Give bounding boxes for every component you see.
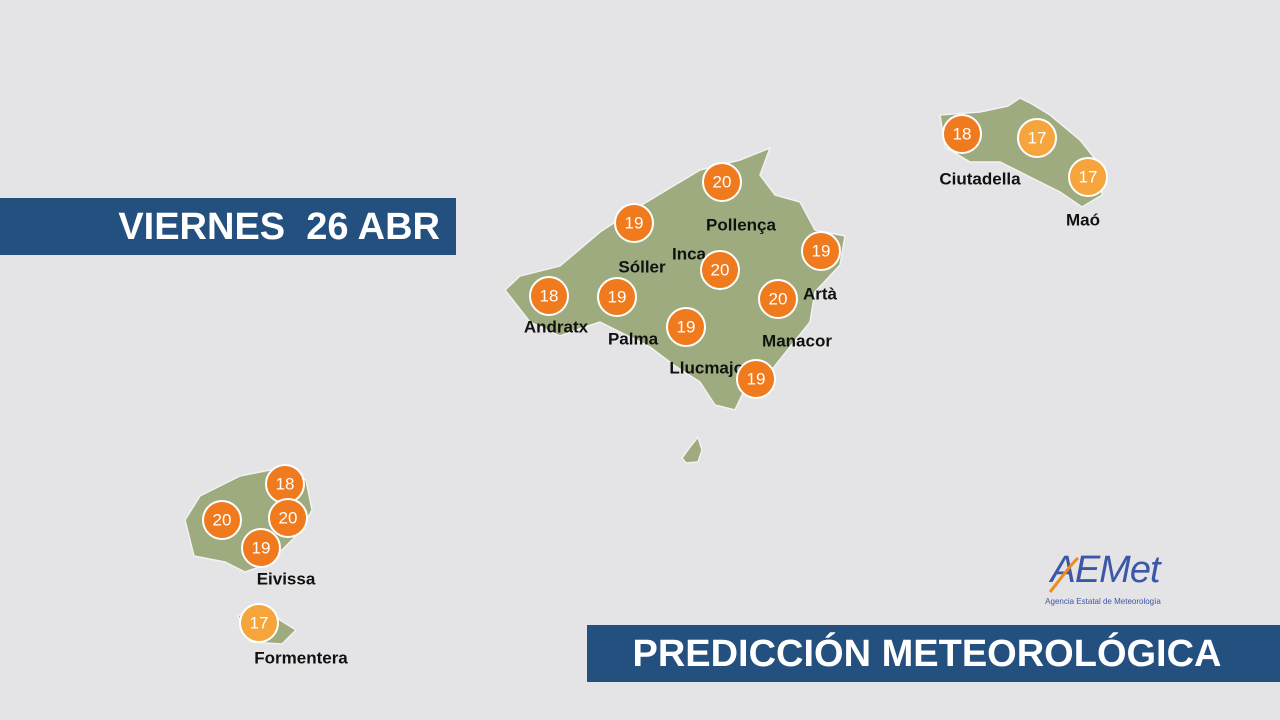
temperature-dot bbox=[614, 203, 654, 243]
mallorca bbox=[503, 146, 846, 411]
temperature-marker: 18 bbox=[529, 276, 569, 316]
temperature-dot bbox=[241, 528, 281, 568]
temperature-marker: 19 bbox=[241, 528, 281, 568]
place-label: Ciutadella bbox=[939, 169, 1021, 188]
temperature-dot bbox=[239, 603, 279, 643]
temperature-marker: 19 bbox=[597, 277, 637, 317]
place-label: Llucmajor bbox=[669, 358, 751, 377]
temperature-value: 19 bbox=[608, 288, 627, 307]
place-label: Andratx bbox=[524, 317, 589, 336]
temperature-dot bbox=[702, 162, 742, 202]
temperature-dot bbox=[597, 277, 637, 317]
place-label: Palma bbox=[608, 329, 659, 348]
temperature-value: 20 bbox=[769, 290, 788, 309]
temperature-marker: 20 bbox=[202, 500, 242, 540]
footer-title: PREDICCIÓN METEOROLÓGICA bbox=[632, 631, 1221, 675]
temperature-marker: 19 bbox=[666, 307, 706, 347]
logo-stroke bbox=[1048, 556, 1080, 593]
temperature-value: 18 bbox=[540, 287, 559, 306]
temperature-value: 20 bbox=[711, 261, 730, 280]
temperature-dot bbox=[268, 498, 308, 538]
temperature-dot bbox=[202, 500, 242, 540]
temperature-value: 18 bbox=[276, 475, 295, 494]
temperature-dot bbox=[801, 231, 841, 271]
place-label: Eivissa bbox=[257, 569, 316, 588]
temperature-marker: 18 bbox=[942, 114, 982, 154]
temperature-marker: 17 bbox=[239, 603, 279, 643]
temperature-value: 20 bbox=[279, 509, 298, 528]
temperature-marker: 17 bbox=[1068, 157, 1108, 197]
footer-banner bbox=[587, 625, 1280, 682]
temperature-dot bbox=[666, 307, 706, 347]
temperature-value: 19 bbox=[625, 214, 644, 233]
place-label: Maó bbox=[1066, 210, 1100, 229]
temperature-dot bbox=[529, 276, 569, 316]
temperature-value: 19 bbox=[252, 539, 271, 558]
temperature-value: 20 bbox=[213, 511, 232, 530]
temperature-dot bbox=[942, 114, 982, 154]
logo: AEMet Agencia Estatal de Meteorología bbox=[1045, 549, 1163, 606]
temperature-marker: 20 bbox=[758, 279, 798, 319]
temperature-marker: 18 bbox=[265, 464, 305, 504]
temperature-dot bbox=[758, 279, 798, 319]
temperature-value: 17 bbox=[1028, 129, 1047, 148]
temperature-value: 20 bbox=[713, 173, 732, 192]
temperature-dot bbox=[1017, 118, 1057, 158]
temperature-value: 17 bbox=[1079, 168, 1098, 187]
date-banner bbox=[0, 198, 456, 255]
temperature-marker: 20 bbox=[700, 250, 740, 290]
place-label: Manacor bbox=[762, 331, 832, 350]
temperature-value: 19 bbox=[812, 242, 831, 261]
place-label: Formentera bbox=[254, 648, 348, 667]
temperature-dot bbox=[736, 359, 776, 399]
temperature-marker: 20 bbox=[702, 162, 742, 202]
temperature-dot bbox=[700, 250, 740, 290]
temperature-value: 19 bbox=[677, 318, 696, 337]
logo-subtitle: Agencia Estatal de Meteorología bbox=[1045, 597, 1161, 606]
place-label: Inca bbox=[672, 244, 707, 263]
place-label: Artà bbox=[803, 284, 838, 303]
temperature-value: 17 bbox=[250, 614, 269, 633]
temperature-marker: 19 bbox=[614, 203, 654, 243]
temperature-marker: 19 bbox=[801, 231, 841, 271]
temperature-value: 19 bbox=[747, 370, 766, 389]
temperature-value: 18 bbox=[953, 125, 972, 144]
cabrera bbox=[681, 435, 703, 464]
place-label: Sóller bbox=[618, 257, 666, 276]
date: VIERNES 26 ABR bbox=[118, 206, 440, 248]
place-label: Pollença bbox=[706, 215, 776, 234]
temperature-dot bbox=[1068, 157, 1108, 197]
temperature-marker: 17 bbox=[1017, 118, 1057, 158]
temperature-marker: 19 bbox=[736, 359, 776, 399]
temperature-marker: 20 bbox=[268, 498, 308, 538]
